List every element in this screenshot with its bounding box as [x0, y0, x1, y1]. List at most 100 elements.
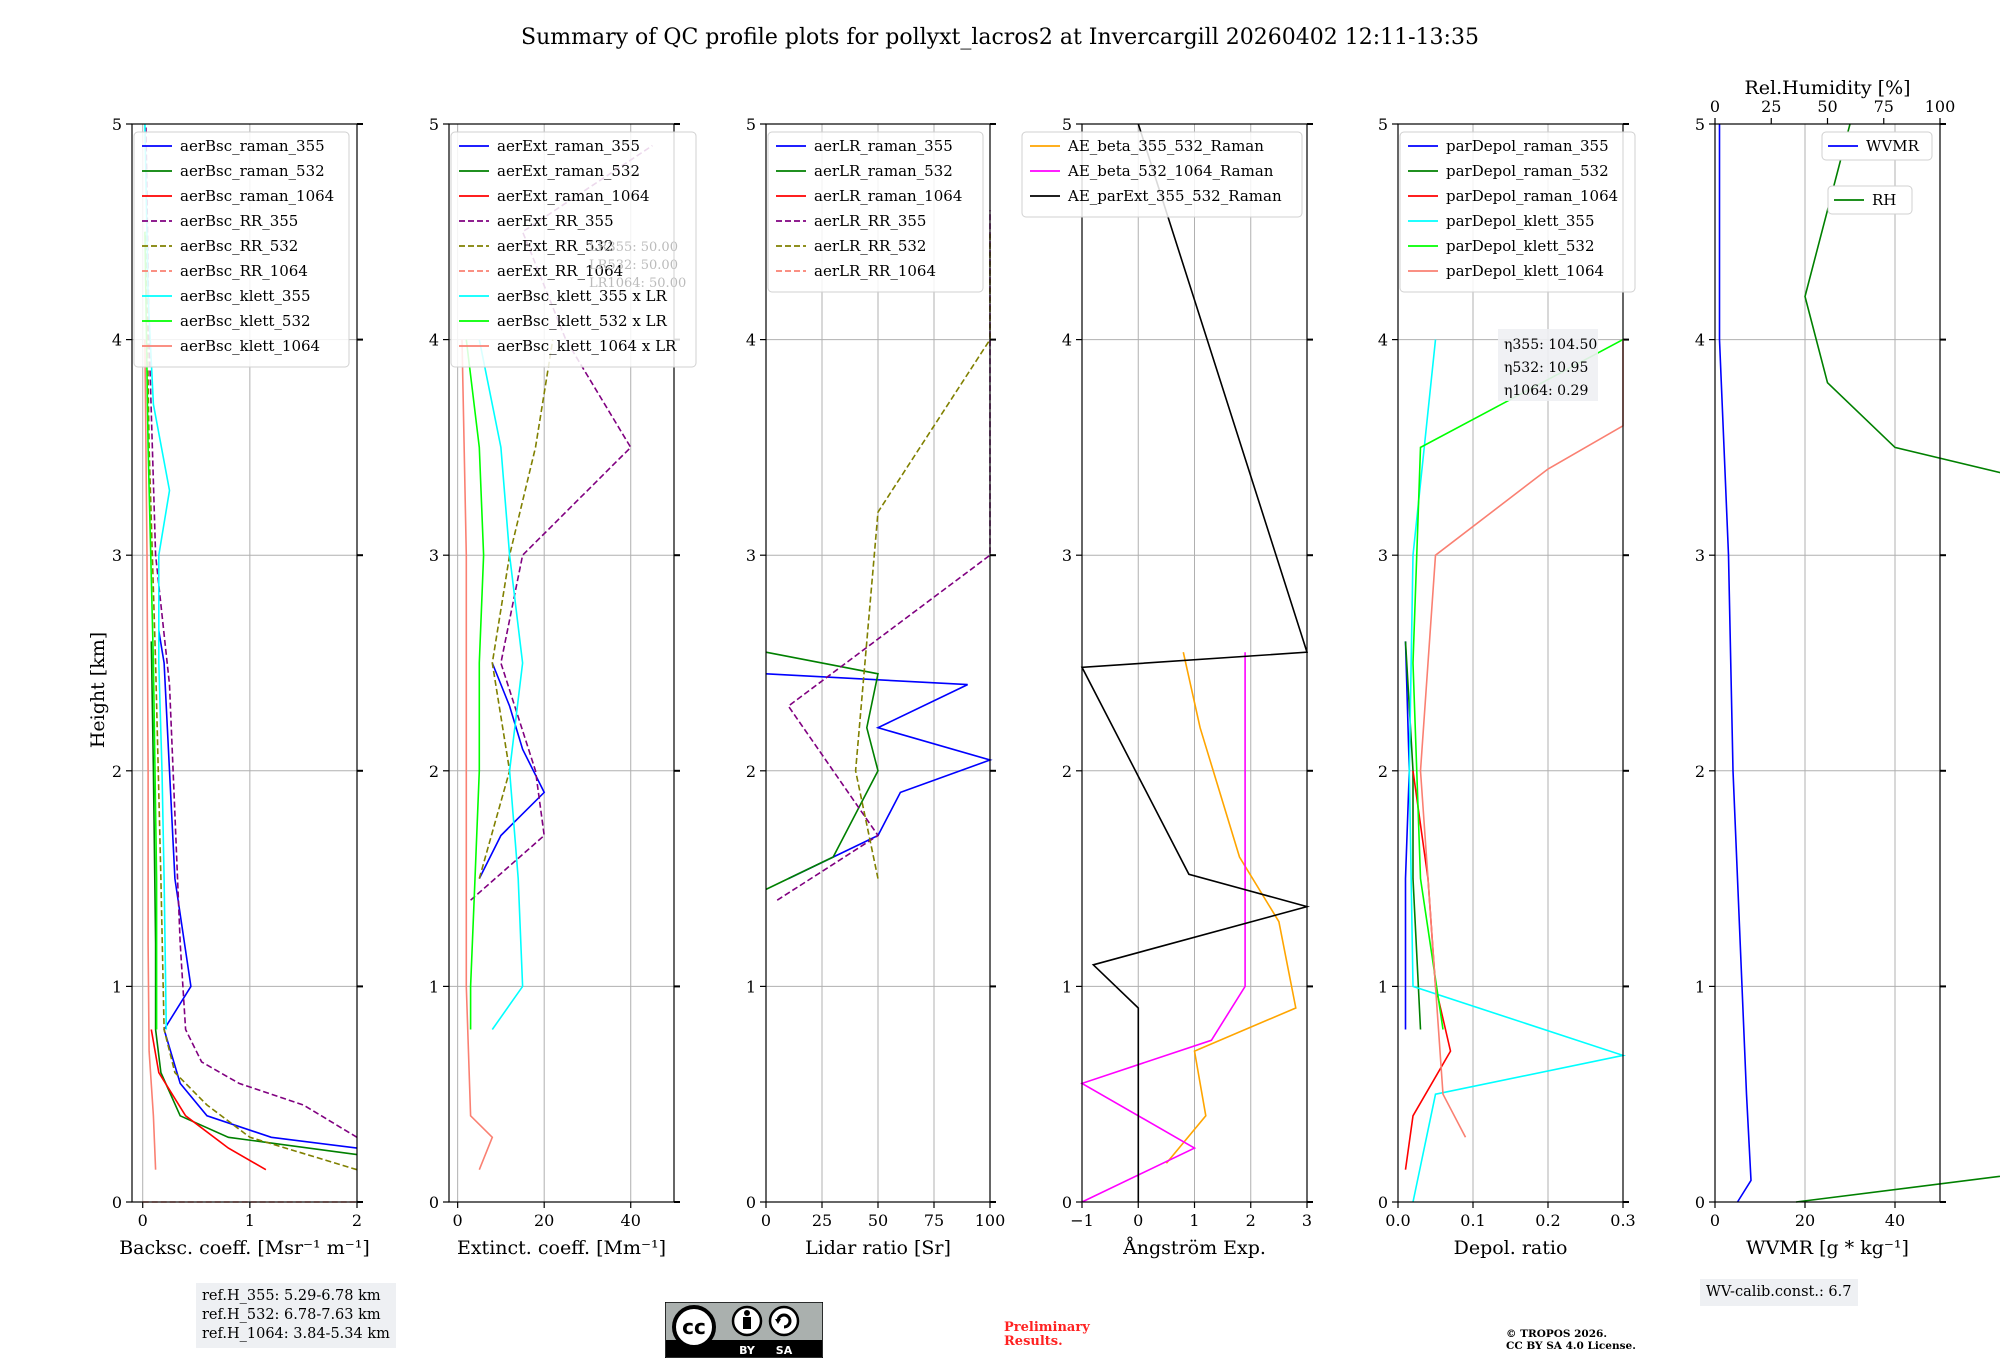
panel-3: 0 25 50 75 100 0 1 2 3 4 5 Lidar ratio [Sr] aerLR_ra… — [746, 115, 1005, 1259]
eta-annotation: η532: 10.95 — [1504, 360, 1588, 376]
series-line-aerbsc-raman-1064 — [150, 1029, 267, 1171]
series-line-rh — [1795, 123, 2000, 1203]
axes-frame — [1714, 123, 1941, 1203]
y-axis-label: Height [km] — [87, 632, 109, 748]
panel-6: 0 20 40 0 1 2 3 4 5 WVMR [g * kg⁻¹] WVMR RH 0 25 50 75 1… — [1695, 77, 2000, 1259]
y-tick-label: 0 — [429, 1193, 439, 1212]
legend-box — [133, 131, 350, 368]
series-line-aerbsc-klett-532 — [144, 231, 158, 1030]
legend-label: aerBsc_RR_1064 — [180, 262, 308, 280]
copyright-line-2: CC BY SA 4.0 License. — [1506, 1340, 1636, 1352]
legend-label: aerBsc_klett_532 — [180, 312, 311, 330]
legend-label: aerBsc_raman_532 — [180, 162, 325, 180]
eta-annotation: η355: 104.50 — [1504, 337, 1597, 353]
legend-box — [1399, 131, 1636, 293]
legend-box — [767, 131, 984, 293]
legend-label: aerExt_RR_532 — [497, 237, 614, 255]
x-tick-label: 0 — [1710, 1211, 1720, 1230]
x-tick-label: 50 — [868, 1211, 888, 1230]
legend-label: parDepol_raman_355 — [1446, 137, 1609, 155]
top-tick-label: 50 — [1817, 97, 1837, 116]
y-tick-label: 3 — [1062, 546, 1072, 565]
y-tick-label: 2 — [746, 762, 756, 781]
y-tick-label: 2 — [429, 762, 439, 781]
y-tick-label: 1 — [1062, 977, 1072, 996]
y-tick-label: 2 — [112, 762, 122, 781]
series-line-pardepol-raman-532 — [1404, 641, 1422, 1030]
x-tick-label: 0 — [453, 1211, 463, 1230]
series-line-aerbsc-rr-355 — [145, 123, 358, 1138]
series-line-aerbsc-raman-355 — [158, 630, 358, 1149]
series-line-aerext-rr-532 — [478, 339, 554, 879]
legend-label: aerLR_raman_1064 — [814, 187, 962, 205]
top-tick-label: 0 — [1710, 97, 1720, 116]
legend-label: parDepol_klett_532 — [1446, 237, 1595, 255]
y-tick-label: 0 — [1695, 1193, 1705, 1212]
legend-label: aerExt_raman_355 — [497, 137, 640, 155]
y-tick-label: 3 — [1695, 546, 1705, 565]
axes-frame — [765, 123, 991, 1203]
panel-1: 0 1 2 0 1 2 3 4 5 Backsc. coeff. [Msr⁻¹ m⁻¹] aerBs… — [112, 115, 370, 1259]
eta-annotation-bg — [1498, 329, 1598, 401]
series-line-aerlr-raman-532 — [765, 651, 879, 891]
series-line-aerbsc-klett-1064 — [144, 339, 157, 1170]
x-tick-label: 20 — [1795, 1211, 1815, 1230]
legend-label: WVMR — [1866, 137, 1920, 155]
series-line-aerbsc-rr-532 — [145, 231, 358, 1171]
x-tick-label: 25 — [812, 1211, 832, 1230]
y-tick-label: 1 — [746, 977, 756, 996]
legend-label: parDepol_klett_355 — [1446, 212, 1595, 230]
series-line-pardepol-klett-532 — [1412, 338, 1624, 1030]
legend-label: aerBsc_RR_355 — [180, 212, 298, 230]
x-tick-label: 3 — [1302, 1211, 1312, 1230]
y-tick-label: 4 — [1062, 331, 1072, 350]
y-tick-label: 3 — [112, 546, 122, 565]
y-tick-label: 5 — [1695, 115, 1705, 134]
series-line-aerbsc-klett-1064-x-lr — [461, 339, 494, 1170]
x-tick-label: 0 — [1133, 1211, 1143, 1230]
legend-label: AE_beta_355_532_Raman — [1067, 137, 1264, 155]
legend-label: parDepol_klett_1064 — [1446, 262, 1604, 280]
legend-label: aerLR_RR_1064 — [814, 262, 936, 280]
series-line-pardepol-raman-355 — [1404, 641, 1411, 1030]
preliminary-label: Preliminary Results. — [1004, 1321, 1090, 1349]
by-text: BY — [739, 1344, 756, 1357]
series-line-aerbsc-klett-355-x-lr — [478, 339, 524, 1030]
y-tick-label: 5 — [1062, 115, 1072, 134]
top-tick-label: 25 — [1761, 97, 1781, 116]
series-line-ae-parext-355-532-raman — [1080, 123, 1311, 1202]
x-tick-label: 0 — [138, 1211, 148, 1230]
series-line-pardepol-klett-355 — [1408, 339, 1627, 1203]
x-tick-label: 0.0 — [1385, 1211, 1410, 1230]
legend-box — [450, 131, 697, 368]
x-tick-label: 75 — [924, 1211, 944, 1230]
series-line-aerlr-rr-532 — [854, 231, 991, 879]
axes-frame — [1081, 123, 1308, 1203]
y-tick-label: 2 — [1695, 762, 1705, 781]
y-tick-label: 2 — [1378, 762, 1388, 781]
legend-label: aerLR_RR_355 — [814, 212, 926, 230]
panel-2: 0 20 40 0 1 2 3 4 5 Extinct. coeff. [Mm⁻¹] aerExt_… — [429, 115, 697, 1259]
legend-label: aerExt_RR_1064 — [497, 262, 623, 280]
legend-box — [1021, 131, 1303, 218]
panel-5: 0.0 0.1 0.2 0.3 0 1 2 3 4 5 Depol. ratio parDepol_r… — [1378, 115, 1636, 1259]
lr-annotation: LR532: 50.00 — [589, 258, 678, 273]
legend-label: aerBsc_raman_1064 — [180, 187, 334, 205]
copyright-line-1: © TROPOS 2026. — [1506, 1328, 1608, 1340]
legend-label: aerBsc_klett_1064 — [180, 337, 320, 355]
y-tick-label: 0 — [1062, 1193, 1072, 1212]
legend-label: aerBsc_raman_355 — [180, 137, 325, 155]
y-tick-label: 5 — [1378, 115, 1388, 134]
x-tick-label: 0.3 — [1610, 1211, 1635, 1230]
series-line-aerbsc-klett-532-x-lr — [465, 339, 485, 1030]
x-tick-label: 40 — [1885, 1211, 1905, 1230]
top-axis-label: Rel.Humidity [%] — [1744, 77, 1910, 99]
reference-height-box: ref.H_355: 5.29-6.78 km ref.H_532: 6.78-… — [196, 1283, 396, 1348]
legend-label: aerLR_RR_532 — [814, 237, 926, 255]
x-tick-label: 0.1 — [1460, 1211, 1485, 1230]
y-tick-label: 5 — [746, 115, 756, 134]
x-axis-label: Depol. ratio — [1454, 1237, 1568, 1259]
